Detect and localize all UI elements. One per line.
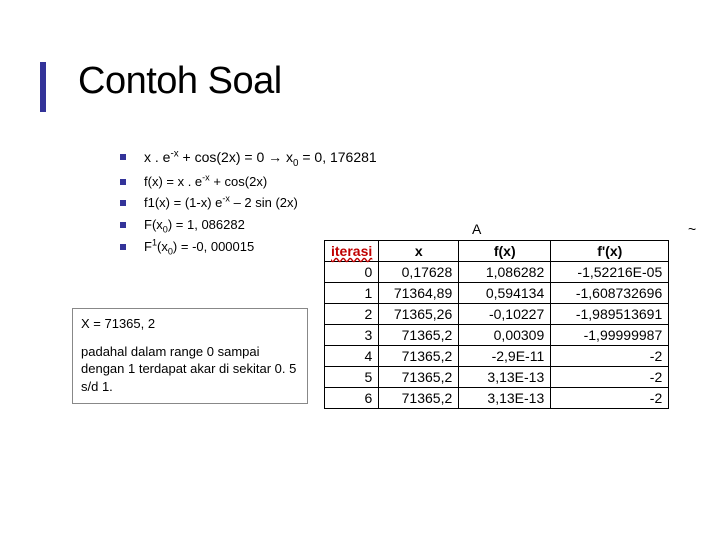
table-row: 171364,890,594134-1,608732696	[325, 283, 669, 304]
bullet-marker	[120, 179, 126, 185]
table-row: 371365,20,00309-1,99999987	[325, 325, 669, 346]
table-cell: 71365,2	[379, 367, 459, 388]
bullet-1: x . e-x + cos(2x) = 0 → x0 = 0, 176281	[120, 148, 377, 167]
bullet-2: f(x) = x . e-x + cos(2x)	[120, 173, 377, 191]
table-cell: 0,00309	[459, 325, 551, 346]
title-accent-bar	[40, 62, 46, 112]
table-cell: 71364,89	[379, 283, 459, 304]
table-cell: -2	[551, 367, 669, 388]
bullet-marker	[120, 244, 126, 250]
result-note: padahal dalam range 0 sampai dengan 1 te…	[81, 343, 299, 396]
table-cell: 0,17628	[379, 262, 459, 283]
table-row: 00,176281,086282-1,52216E-05	[325, 262, 669, 283]
col-header-fx: f(x)	[459, 241, 551, 262]
col-header-fpx: f'(x)	[551, 241, 669, 262]
text: f1(x) = (1-x) e	[144, 195, 222, 210]
table-row: 671365,23,13E-13-2	[325, 388, 669, 409]
result-value: X = 71365, 2	[81, 315, 299, 333]
col-header-iterasi: iterasi	[325, 241, 379, 262]
table-cell: 71365,2	[379, 388, 459, 409]
bullet-marker	[120, 222, 126, 228]
text: = 0, 176281	[298, 149, 376, 165]
table-cell: 3,13E-13	[459, 388, 551, 409]
result-box: X = 71365, 2 padahal dalam range 0 sampa…	[72, 308, 308, 404]
table-cell: -1,608732696	[551, 283, 669, 304]
table-row: 271365,26-0,10227-1,989513691	[325, 304, 669, 325]
table-cell: 5	[325, 367, 379, 388]
bullet-3: f1(x) = (1-x) e-x – 2 sin (2x)	[120, 194, 377, 212]
table-cell: 0,594134	[459, 283, 551, 304]
table-cell: 0	[325, 262, 379, 283]
text: ) = -0, 000015	[173, 239, 254, 254]
tick-mark-a: A	[472, 221, 481, 237]
sup: -x	[170, 148, 178, 159]
table-cell: -2,9E-11	[459, 346, 551, 367]
table-cell: -2	[551, 388, 669, 409]
table-cell: -0,10227	[459, 304, 551, 325]
table-cell: -1,52216E-05	[551, 262, 669, 283]
table-cell: 4	[325, 346, 379, 367]
text: + cos(2x) = 0	[179, 149, 268, 165]
slide-title: Contoh Soal	[78, 60, 282, 103]
table-cell: 71365,2	[379, 325, 459, 346]
table-cell: 3	[325, 325, 379, 346]
table-cell: 2	[325, 304, 379, 325]
col-header-x: x	[379, 241, 459, 262]
table-cell: 1,086282	[459, 262, 551, 283]
bullet-4: F(x0) = 1, 086282	[120, 216, 377, 234]
bullet-marker	[120, 154, 126, 160]
text: ) = 1, 086282	[168, 217, 245, 232]
table-row: 571365,23,13E-13-2	[325, 367, 669, 388]
text: f(x) = x . e	[144, 174, 202, 189]
iteration-table: iterasi x f(x) f'(x) 00,176281,086282-1,…	[324, 240, 669, 409]
table-row: 471365,2-2,9E-11-2	[325, 346, 669, 367]
text: – 2 sin (2x)	[230, 195, 298, 210]
table-cell: 1	[325, 283, 379, 304]
text: + cos(2x)	[210, 174, 267, 189]
tick-mark-b: ~	[688, 221, 696, 237]
table-cell: 71365,26	[379, 304, 459, 325]
bullet-marker	[120, 200, 126, 206]
text: F	[144, 239, 152, 254]
table-cell: -1,99999987	[551, 325, 669, 346]
text: x . e	[144, 149, 170, 165]
table-cell: 3,13E-13	[459, 367, 551, 388]
table-cell: 6	[325, 388, 379, 409]
table-cell: 71365,2	[379, 346, 459, 367]
text: (x	[157, 239, 168, 254]
sup: -x	[222, 194, 230, 204]
sup: -x	[202, 173, 210, 183]
arrow-icon: →	[268, 149, 282, 165]
text: x	[282, 149, 293, 165]
table-header-row: iterasi x f(x) f'(x)	[325, 241, 669, 262]
table-cell: -2	[551, 346, 669, 367]
text: F(x	[144, 217, 163, 232]
table-cell: -1,989513691	[551, 304, 669, 325]
